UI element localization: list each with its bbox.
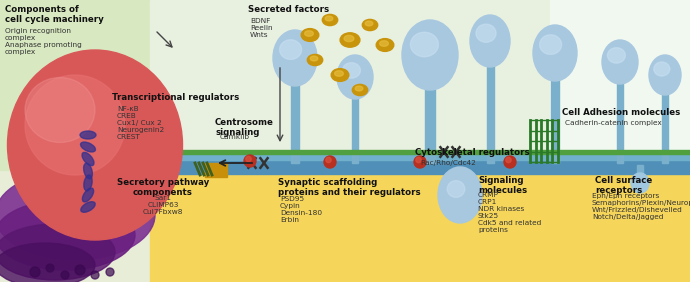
Ellipse shape <box>376 39 394 51</box>
Ellipse shape <box>80 131 96 139</box>
Ellipse shape <box>307 54 323 66</box>
Bar <box>205 163 227 177</box>
Text: BDNF
Reelin
Wnts: BDNF Reelin Wnts <box>250 18 273 38</box>
Text: CRMP
CRP1
NDR kinases
Stk25
Cdk5 and related
proteins: CRMP CRP1 NDR kinases Stk25 Cdk5 and rel… <box>478 192 541 233</box>
Text: Cell surface
receptors: Cell surface receptors <box>595 176 652 195</box>
Bar <box>145 150 690 154</box>
Ellipse shape <box>470 15 510 67</box>
Text: Components of
cell cycle machinery: Components of cell cycle machinery <box>5 5 103 25</box>
Text: Rac/Rho/Cdc42: Rac/Rho/Cdc42 <box>420 160 476 166</box>
Text: Camkiib: Camkiib <box>220 134 250 140</box>
Text: Cytoskeletal regulators: Cytoskeletal regulators <box>415 148 530 157</box>
Circle shape <box>506 157 511 163</box>
Bar <box>662 73 668 163</box>
Text: Signaling
molecules: Signaling molecules <box>478 176 527 195</box>
Ellipse shape <box>380 41 388 46</box>
Bar <box>0 0 690 170</box>
Ellipse shape <box>342 63 360 78</box>
Ellipse shape <box>340 33 360 47</box>
Ellipse shape <box>654 62 670 76</box>
Ellipse shape <box>82 152 94 166</box>
Ellipse shape <box>533 25 577 81</box>
Ellipse shape <box>438 167 482 223</box>
Ellipse shape <box>0 200 135 270</box>
Text: Secretory pathway
components: Secretory pathway components <box>117 178 209 197</box>
Text: Secreted factors: Secreted factors <box>248 5 329 14</box>
Bar <box>617 60 623 163</box>
Text: PSD95
Cypin
Densin-180
Erbin: PSD95 Cypin Densin-180 Erbin <box>280 196 322 223</box>
Ellipse shape <box>335 71 344 76</box>
Ellipse shape <box>25 75 125 175</box>
Text: Cadherin-catenin complex: Cadherin-catenin complex <box>565 120 662 126</box>
Ellipse shape <box>0 243 95 282</box>
Ellipse shape <box>607 48 625 63</box>
Bar <box>455 167 465 207</box>
Ellipse shape <box>310 56 318 61</box>
Ellipse shape <box>602 40 638 84</box>
Text: Cell Adhesion molecules: Cell Adhesion molecules <box>562 108 680 117</box>
Ellipse shape <box>353 84 368 96</box>
Circle shape <box>106 268 114 276</box>
Text: Synaptic scaffolding
proteins and their regulators: Synaptic scaffolding proteins and their … <box>278 178 421 197</box>
Ellipse shape <box>411 32 438 57</box>
Ellipse shape <box>355 86 363 91</box>
Bar <box>550 0 690 165</box>
Bar <box>425 52 435 163</box>
Circle shape <box>246 156 251 162</box>
Ellipse shape <box>81 202 95 212</box>
Bar <box>551 50 559 163</box>
Bar <box>145 152 690 160</box>
Bar <box>145 152 690 174</box>
Ellipse shape <box>540 35 562 54</box>
Text: Sar1
CLIMP63
Cul7Fbxw8: Sar1 CLIMP63 Cul7Fbxw8 <box>143 195 184 215</box>
Ellipse shape <box>447 180 465 197</box>
Circle shape <box>75 265 85 275</box>
Bar <box>486 38 493 163</box>
Circle shape <box>61 271 69 279</box>
Ellipse shape <box>0 224 115 280</box>
Ellipse shape <box>25 78 95 142</box>
Circle shape <box>46 264 54 272</box>
Ellipse shape <box>344 35 354 42</box>
Ellipse shape <box>302 28 319 41</box>
Text: Eph/Eph receptors
Semaphorins/Plexin/Neuropilin
Wnt/Frizzled/Dishevelled
Notch/D: Eph/Eph receptors Semaphorins/Plexin/Neu… <box>592 193 690 220</box>
Ellipse shape <box>325 16 333 21</box>
Text: Centrosome
signaling: Centrosome signaling <box>215 118 274 137</box>
Text: NF-κB
CREB
Cux1/ Cux 2
Neurogenin2
CREST: NF-κB CREB Cux1/ Cux 2 Neurogenin2 CREST <box>117 106 164 140</box>
Bar <box>150 0 690 165</box>
Circle shape <box>326 157 331 163</box>
Ellipse shape <box>83 175 92 191</box>
Ellipse shape <box>337 55 373 99</box>
Ellipse shape <box>304 31 313 36</box>
Text: Transcriptional regulators: Transcriptional regulators <box>112 93 239 102</box>
Ellipse shape <box>322 14 337 26</box>
Circle shape <box>91 271 99 279</box>
Ellipse shape <box>279 40 302 60</box>
Ellipse shape <box>83 163 92 179</box>
Text: Origin recognition
complex
Anaphase promoting
complex: Origin recognition complex Anaphase prom… <box>5 28 81 55</box>
Ellipse shape <box>273 30 317 86</box>
Ellipse shape <box>362 19 377 31</box>
Circle shape <box>414 156 426 168</box>
Bar <box>637 165 643 183</box>
Ellipse shape <box>82 188 94 202</box>
Ellipse shape <box>331 69 349 81</box>
Ellipse shape <box>81 142 95 152</box>
Circle shape <box>30 267 40 277</box>
Ellipse shape <box>0 170 155 260</box>
Circle shape <box>416 157 421 163</box>
Circle shape <box>504 156 516 168</box>
Circle shape <box>324 156 336 168</box>
Ellipse shape <box>649 55 681 95</box>
Ellipse shape <box>365 21 373 26</box>
Bar <box>291 55 299 163</box>
Ellipse shape <box>8 50 182 240</box>
Ellipse shape <box>402 20 458 90</box>
Bar <box>352 75 358 163</box>
Ellipse shape <box>631 173 649 193</box>
Bar <box>150 165 690 282</box>
Ellipse shape <box>476 24 496 42</box>
Circle shape <box>244 155 256 167</box>
